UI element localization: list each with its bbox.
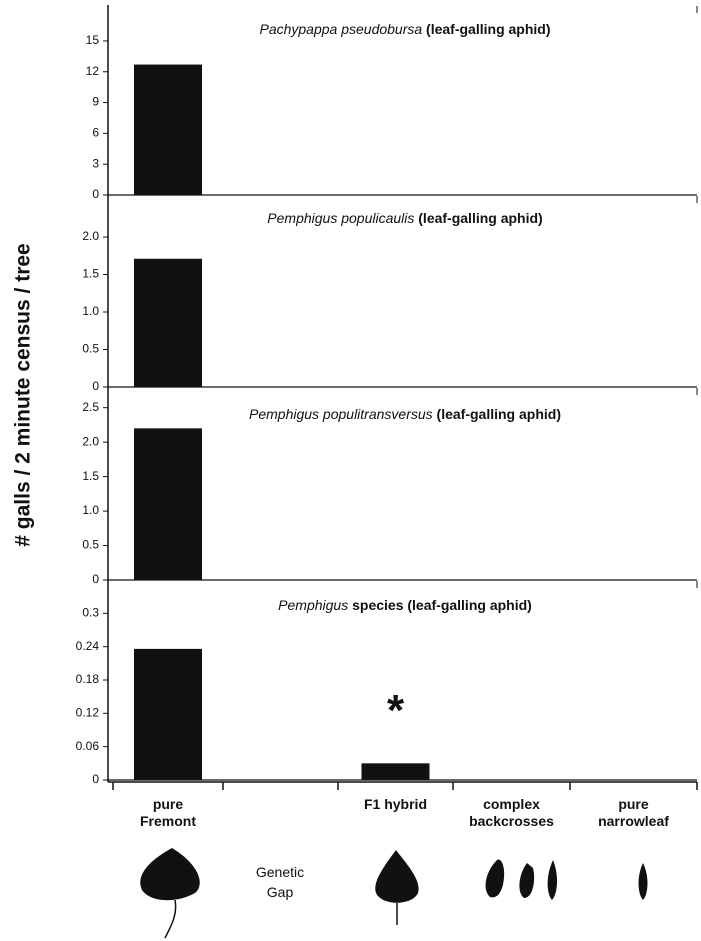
y-tick-label: 1.5 — [82, 469, 99, 483]
leaf-icon — [547, 860, 558, 900]
leaf-stem — [164, 899, 177, 939]
leaf-icon — [375, 850, 419, 903]
x-tick-label: pure narrowleaf — [598, 796, 669, 829]
x-tick-label: F1 hybrid — [363, 796, 427, 812]
y-tick-label: 2.0 — [82, 434, 99, 448]
y-tick-label: 0 — [92, 572, 99, 586]
leaf-icon — [519, 863, 535, 898]
panel-title: Pemphigus species (leaf-galling aphid) — [278, 597, 532, 613]
y-tick-label: 0.5 — [82, 342, 99, 356]
gap-label-line: Genetic — [256, 864, 304, 880]
y-tick-label: 0 — [92, 379, 99, 393]
title-rest: (leaf-galling aphid) — [422, 21, 550, 37]
y-tick-label: 0.06 — [76, 739, 100, 753]
y-tick-label: 1.5 — [82, 267, 99, 281]
y-tick-label: 0 — [92, 187, 99, 201]
annotation: * — [387, 686, 405, 735]
title-species: Pemphigus populicaulis — [267, 210, 414, 226]
y-tick-label: 0 — [92, 772, 99, 786]
y-tick-label: 2.0 — [82, 229, 99, 243]
title-rest: species (leaf-galling aphid) — [348, 597, 532, 613]
y-tick-label: 0.18 — [76, 672, 100, 686]
bar — [134, 428, 202, 580]
y-tick-label: 12 — [86, 64, 100, 78]
y-tick-label: 6 — [92, 126, 99, 140]
gap-label: Genetic Gap — [256, 864, 304, 900]
y-tick-label: 0.5 — [82, 538, 99, 552]
title-species: Pachypappa pseudobursa — [259, 21, 422, 37]
gap-label-line: Gap — [267, 884, 294, 900]
y-tick-label: 2.5 — [82, 400, 99, 414]
bar — [134, 648, 202, 780]
y-tick-label: 0.3 — [82, 606, 99, 620]
leaf-icon — [638, 863, 648, 900]
title-species: Pemphigus populitransversus — [249, 406, 433, 422]
y-axis-label: # galls / 2 minute census / tree — [12, 243, 35, 546]
y-tick-label: 1.0 — [82, 304, 99, 318]
title-rest: (leaf-galling aphid) — [433, 406, 561, 422]
bar — [361, 763, 430, 780]
bar — [134, 258, 202, 387]
x-tick-label: complex backcrosses — [469, 796, 554, 829]
y-tick-label: 0.24 — [76, 639, 100, 653]
bar — [134, 64, 202, 195]
y-tick-label: 15 — [86, 33, 100, 47]
y-tick-label: 9 — [92, 95, 99, 109]
title-species: Pemphigus — [278, 597, 348, 613]
panel-title: Pemphigus populitransversus (leaf-gallin… — [249, 406, 561, 422]
x-tick-label: pure Fremont — [140, 796, 196, 829]
leaf-icons — [140, 848, 648, 939]
panel-title: Pemphigus populicaulis (leaf-galling aph… — [267, 210, 542, 226]
title-rest: (leaf-galling aphid) — [414, 210, 542, 226]
panel-title: Pachypappa pseudobursa (leaf-galling aph… — [259, 21, 550, 37]
y-tick-label: 1.0 — [82, 503, 99, 517]
leaf-icon — [485, 859, 505, 898]
leaf-icon — [140, 848, 200, 901]
y-tick-label: 0.12 — [76, 706, 100, 720]
y-tick-label: 3 — [92, 156, 99, 170]
